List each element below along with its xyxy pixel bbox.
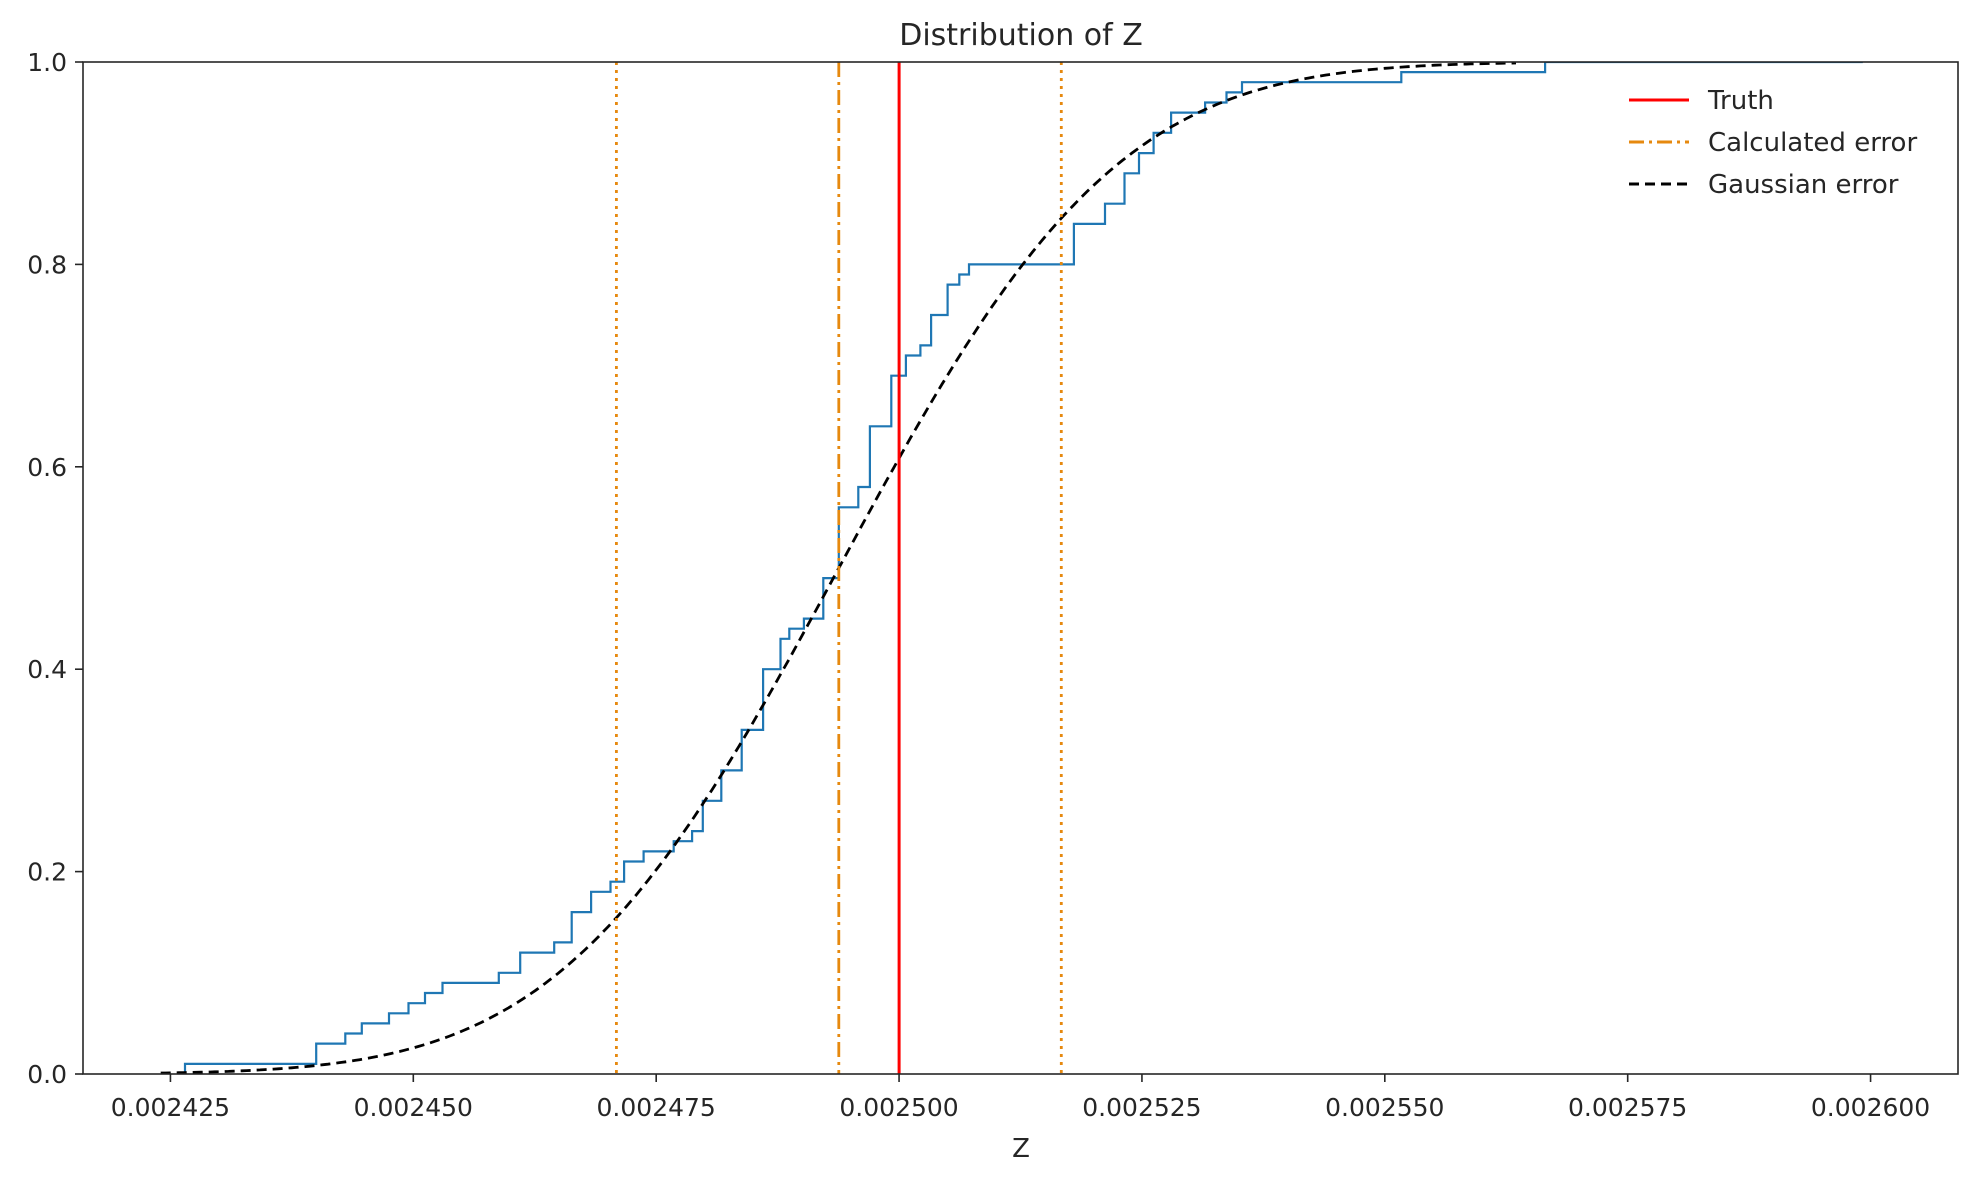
legend-label: Calculated error [1708,128,1917,158]
x-tick-label: 0.002475 [597,1093,716,1122]
plot-area [160,62,1863,1074]
legend: Truth Calculated error Gaussian error [1629,86,1917,200]
y-tick-label: 0.4 [27,655,67,684]
chart-title: Distribution of Z [899,18,1143,53]
y-tick-label: 0.8 [27,250,67,279]
ecdf-step-line [183,62,1863,1074]
x-tick-label: 0.002450 [354,1093,473,1122]
legend-label: Gaussian error [1708,170,1899,200]
x-tick-label: 0.002550 [1325,1093,1444,1122]
x-tick-label: 0.002575 [1568,1093,1687,1122]
x-tick-label: 0.002500 [839,1093,958,1122]
x-tick-label: 0.002525 [1082,1093,1201,1122]
x-axis-label: Z [1012,1134,1030,1164]
plot-series [160,62,1863,1074]
y-tick-label: 0.2 [27,858,67,887]
y-tick-label: 0.0 [27,1060,67,1089]
x-tick-label: 0.002600 [1811,1093,1930,1122]
axes-frame [82,61,1959,1075]
legend-label: Truth [1707,86,1774,116]
y-tick-label: 0.6 [27,453,67,482]
x-tick-label: 0.002425 [111,1093,230,1122]
axes: 0.002425 0.002450 0.002475 0.002500 0.002525… [27,48,1959,1122]
y-tick-label: 1.0 [27,48,67,77]
